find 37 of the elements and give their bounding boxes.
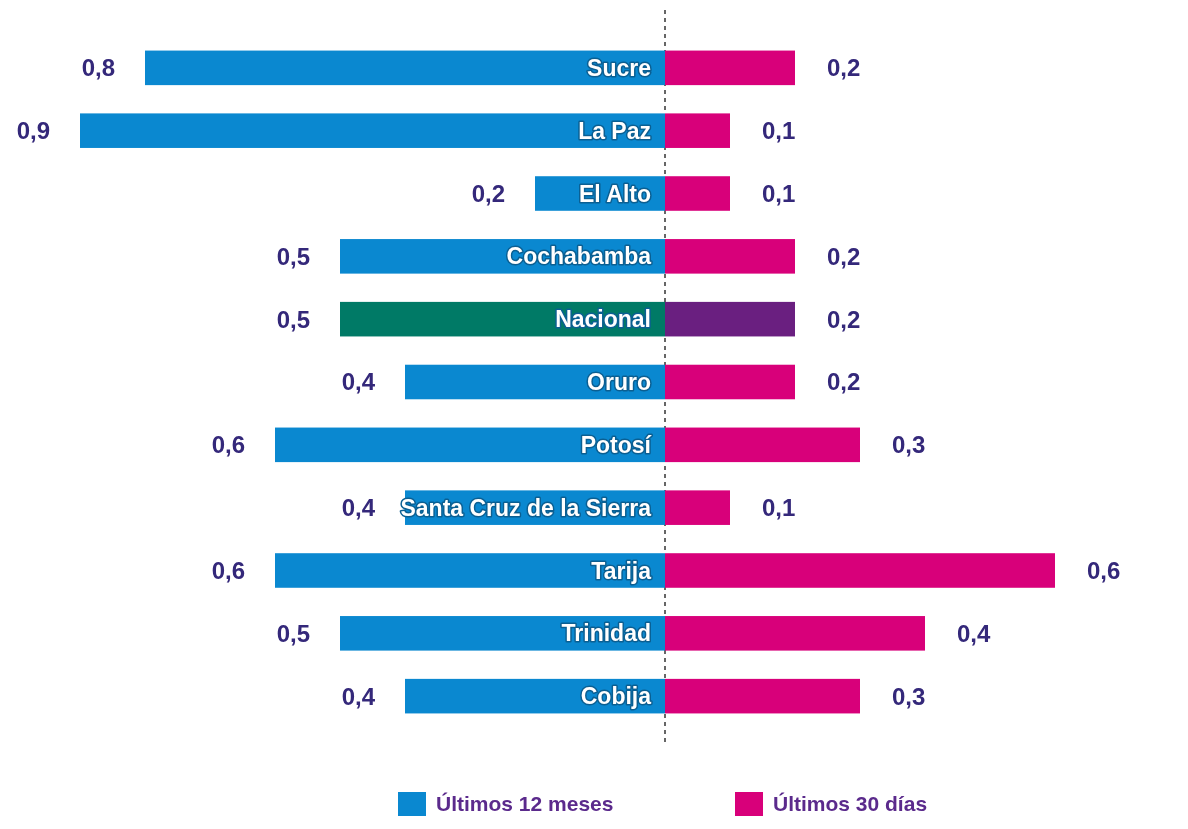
data-label: 0,4 bbox=[957, 619, 992, 647]
data-label: 0,9 bbox=[16, 117, 50, 145]
data-label: 0,2 bbox=[471, 179, 505, 207]
data-label: 0,6 bbox=[211, 556, 245, 584]
data-label: 0,5 bbox=[276, 619, 310, 647]
legend-label: Últimos 30 días bbox=[773, 792, 928, 816]
y-tick-label: Sucre bbox=[587, 54, 651, 81]
data-label: 0,2 bbox=[827, 54, 861, 82]
y-tick-label: La Paz bbox=[578, 117, 651, 144]
bar bbox=[665, 50, 795, 86]
data-label: 0,5 bbox=[276, 305, 310, 333]
y-tick-label: Potosí bbox=[580, 431, 653, 458]
y-tick-label: Nacional bbox=[555, 306, 651, 333]
data-label: 0,1 bbox=[762, 179, 796, 207]
data-label: 0,4 bbox=[341, 368, 376, 396]
y-tick-label: Oruro bbox=[587, 369, 651, 396]
data-label: 0,2 bbox=[827, 368, 861, 396]
data-label: 0,8 bbox=[81, 54, 115, 82]
data-label: 0,6 bbox=[1087, 556, 1121, 584]
data-label: 0,1 bbox=[762, 117, 796, 145]
data-label: 0,2 bbox=[827, 242, 861, 270]
data-label: 0,4 bbox=[341, 682, 376, 710]
data-label: 0,3 bbox=[892, 431, 926, 459]
data-label: 0,6 bbox=[211, 431, 245, 459]
y-tick-label: Cobija bbox=[580, 683, 652, 710]
y-tick-label: Cochabamba bbox=[506, 243, 652, 270]
data-label: 0,3 bbox=[892, 682, 926, 710]
bar bbox=[665, 490, 730, 525]
bar bbox=[665, 113, 730, 148]
data-label: 0,4 bbox=[341, 494, 376, 522]
data-label: 0,2 bbox=[827, 305, 861, 333]
legend-label: Últimos 12 meses bbox=[436, 792, 614, 816]
y-tick-label: Tarija bbox=[591, 557, 652, 584]
data-label: 0,1 bbox=[762, 494, 796, 522]
y-tick-label: Trinidad bbox=[561, 620, 651, 647]
data-label: 0,5 bbox=[276, 242, 310, 270]
y-tick-label: El Alto bbox=[579, 180, 651, 207]
